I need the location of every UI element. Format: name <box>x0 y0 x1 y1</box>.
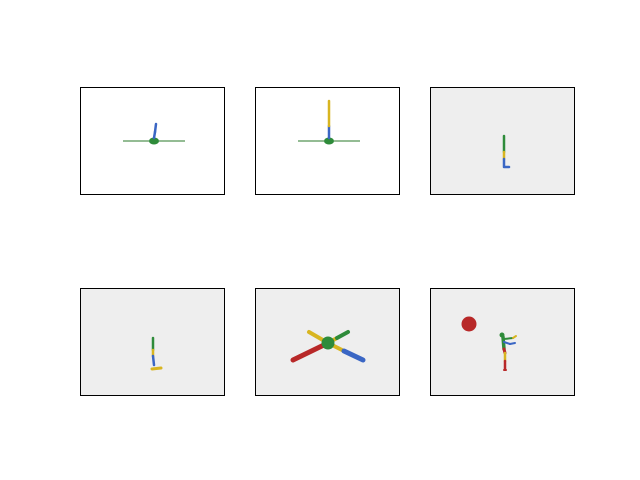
robot-body <box>149 137 159 145</box>
hopper-leg <box>151 354 156 367</box>
robot-body <box>324 137 334 145</box>
ant-torso <box>321 336 335 350</box>
render-panel-2 <box>255 87 400 195</box>
humanoid-arm-left <box>503 341 511 345</box>
panel-4-scene <box>81 289 224 395</box>
red-ball <box>461 316 477 332</box>
render-panel-5 <box>255 288 400 396</box>
ant-leg-lower-right-outer <box>341 348 366 363</box>
render-panel-6 <box>430 288 575 396</box>
panel-3-scene <box>431 88 574 194</box>
render-panel-1 <box>80 87 225 195</box>
panel-3-background <box>431 88 574 194</box>
humanoid-forearm-right <box>512 335 517 339</box>
hopper-foot <box>150 366 163 371</box>
panel-2-scene <box>256 88 399 194</box>
humanoid-arm-right <box>503 337 514 340</box>
panel-5-scene <box>256 289 399 395</box>
panel-6-scene <box>431 289 574 395</box>
panel-1-scene <box>81 88 224 194</box>
ant-leg-upper-right-outer <box>335 330 350 340</box>
robot-leg-upper <box>153 122 158 134</box>
render-panel-3 <box>430 87 575 195</box>
render-panel-4 <box>80 288 225 396</box>
humanoid-hand-left <box>509 342 516 345</box>
